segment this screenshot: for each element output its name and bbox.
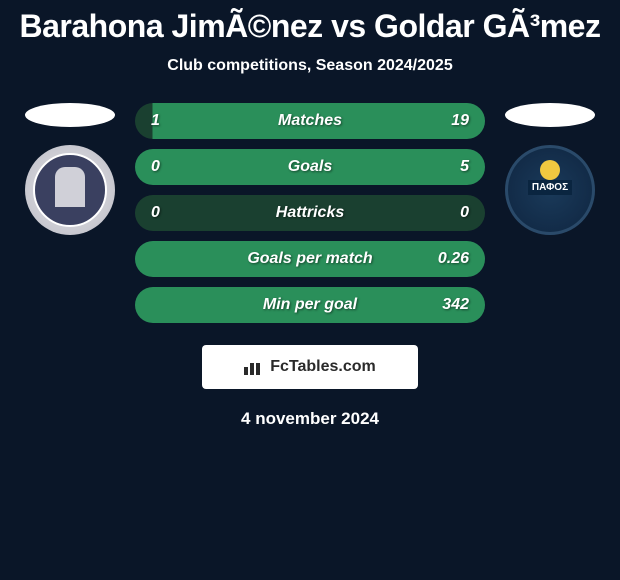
date-text: 4 november 2024 xyxy=(0,409,620,429)
stat-label: Goals xyxy=(288,158,332,176)
stat-row: 0 Goals 5 xyxy=(135,149,485,185)
left-player-col xyxy=(20,103,120,235)
stat-right-value: 0.26 xyxy=(429,250,469,268)
stat-left-value: 1 xyxy=(151,112,191,130)
stats-column: 1 Matches 19 0 Goals 5 0 Hattricks 0 Goals per ma… xyxy=(135,103,485,323)
bar-chart-icon xyxy=(244,359,264,375)
stat-row: Goals per match 0.26 xyxy=(135,241,485,277)
stat-label: Goals per match xyxy=(247,250,372,268)
stat-row: 0 Hattricks 0 xyxy=(135,195,485,231)
subtitle: Club competitions, Season 2024/2025 xyxy=(0,57,620,75)
stat-row: Min per goal 342 xyxy=(135,287,485,323)
stat-label: Hattricks xyxy=(276,204,344,222)
right-ellipse xyxy=(505,103,595,127)
stat-right-value: 19 xyxy=(429,112,469,130)
stat-label: Matches xyxy=(278,112,342,130)
stat-right-value: 0 xyxy=(429,204,469,222)
page-title: Barahona JimÃ©nez vs Goldar GÃ³mez xyxy=(0,8,620,45)
stat-right-value: 342 xyxy=(429,296,469,314)
left-club-badge xyxy=(25,145,115,235)
comparison-infographic: Barahona JimÃ©nez vs Goldar GÃ³mez Club … xyxy=(0,0,620,437)
right-player-col xyxy=(500,103,600,235)
main-area: 1 Matches 19 0 Goals 5 0 Hattricks 0 Goals per ma… xyxy=(0,103,620,323)
left-ellipse xyxy=(25,103,115,127)
stat-label: Min per goal xyxy=(263,296,357,314)
stat-left-value: 0 xyxy=(151,158,191,176)
watermark-text: FcTables.com xyxy=(270,358,376,376)
stat-left-value: 0 xyxy=(151,204,191,222)
right-club-badge xyxy=(505,145,595,235)
stat-right-value: 5 xyxy=(429,158,469,176)
watermark: FcTables.com xyxy=(202,345,418,389)
stat-row: 1 Matches 19 xyxy=(135,103,485,139)
